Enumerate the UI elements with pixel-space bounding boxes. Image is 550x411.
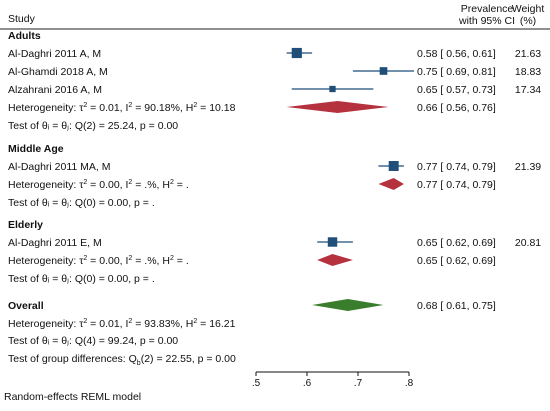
header-effect-line1: Prevalence bbox=[461, 3, 514, 15]
x-tick-label: .8 bbox=[405, 378, 414, 389]
study-ci-text: 0.75 [ 0.69, 0.81] bbox=[417, 66, 496, 78]
overall-diamond bbox=[312, 299, 384, 311]
header-weight-line1: Weight bbox=[512, 3, 545, 15]
overall-test: Test of θᵢ = θⱼ: Q(4) = 99.24, p = 0.00 bbox=[8, 335, 178, 347]
group-test: Test of θᵢ = θⱼ: Q(2) = 25.24, p = 0.00 bbox=[8, 120, 178, 132]
study-weight: 17.34 bbox=[515, 84, 541, 96]
group-summary-diamond bbox=[378, 178, 404, 190]
header-effect-line2: with 95% CI bbox=[458, 15, 515, 27]
group-summary-ci-text: 0.77 [ 0.74, 0.79] bbox=[417, 179, 496, 191]
study-marker bbox=[329, 85, 336, 93]
study-weight: 18.83 bbox=[515, 66, 541, 78]
group-summary-diamond bbox=[286, 101, 389, 113]
group-summary-ci-text: 0.66 [ 0.56, 0.76] bbox=[417, 102, 496, 114]
group-heterogeneity: Heterogeneity: τ2 = 0.01, I2 = 90.18%, H… bbox=[8, 102, 236, 114]
study-marker bbox=[379, 67, 388, 75]
study-weight: 21.63 bbox=[515, 48, 541, 60]
study-label: Al-Daghri 2011 MA, M bbox=[8, 161, 111, 173]
header-weight-line2: (%) bbox=[520, 15, 536, 27]
group-title: Elderly bbox=[8, 219, 43, 231]
overall-heterogeneity: Heterogeneity: τ2 = 0.01, I2 = 93.83%, H… bbox=[8, 318, 236, 330]
x-tick-label: .5 bbox=[252, 378, 261, 389]
study-weight: 21.39 bbox=[515, 161, 541, 173]
study-ci-text: 0.77 [ 0.74, 0.79] bbox=[417, 161, 496, 173]
overall-ci-text: 0.68 [ 0.61, 0.75] bbox=[417, 300, 496, 312]
study-marker bbox=[291, 47, 302, 59]
group-summary-ci-text: 0.65 [ 0.62, 0.69] bbox=[417, 255, 496, 267]
study-weight: 20.81 bbox=[515, 237, 541, 249]
group-title: Adults bbox=[8, 30, 41, 42]
x-tick-label: .7 bbox=[354, 378, 363, 389]
study-marker bbox=[327, 237, 338, 247]
group-summary-diamond bbox=[317, 254, 353, 266]
study-marker bbox=[388, 161, 399, 171]
group-test: Test of θᵢ = θⱼ: Q(0) = 0.00, p = . bbox=[8, 273, 155, 285]
study-ci-text: 0.65 [ 0.57, 0.73] bbox=[417, 84, 496, 96]
group-heterogeneity: Heterogeneity: τ2 = 0.00, I2 = .%, H2 = … bbox=[8, 179, 189, 191]
study-label: Al-Daghri 2011 A, M bbox=[8, 48, 101, 60]
study-label: Al-Ghamdi 2018 A, M bbox=[8, 66, 108, 78]
study-label: Alzahrani 2016 A, M bbox=[8, 84, 102, 96]
group-differences-test: Test of group differences: Qb(2) = 22.55… bbox=[8, 353, 236, 367]
footer-model-note: Random-effects REML model bbox=[4, 391, 141, 403]
study-ci-text: 0.58 [ 0.56, 0.61] bbox=[417, 48, 496, 60]
group-title: Middle Age bbox=[8, 143, 64, 155]
study-label: Al-Daghri 2011 E, M bbox=[8, 237, 102, 249]
group-heterogeneity: Heterogeneity: τ2 = 0.00, I2 = .%, H2 = … bbox=[8, 255, 189, 267]
study-ci-text: 0.65 [ 0.62, 0.69] bbox=[417, 237, 496, 249]
header-study: Study bbox=[8, 13, 36, 25]
x-tick-label: .6 bbox=[303, 378, 312, 389]
overall-title: Overall bbox=[8, 300, 44, 312]
group-test: Test of θᵢ = θⱼ: Q(0) = 0.00, p = . bbox=[8, 197, 155, 209]
